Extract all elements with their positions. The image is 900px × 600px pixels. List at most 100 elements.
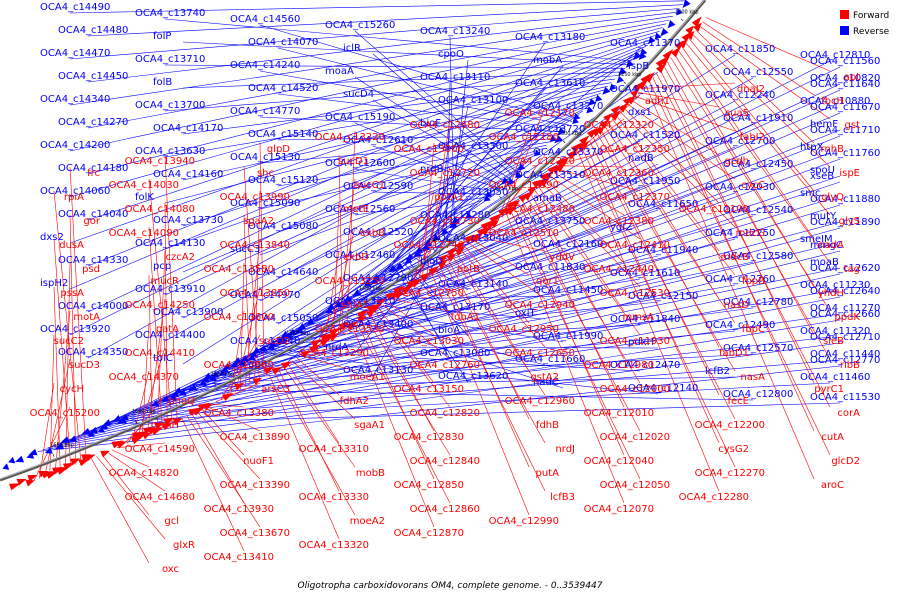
forward-leader-line <box>460 249 546 348</box>
reverse-feature-arrow <box>269 340 277 347</box>
reverse-feature-arrow <box>54 442 65 450</box>
reverse-feature-arrow <box>373 274 381 281</box>
reverse-gene-label: ispH2 <box>40 278 68 289</box>
reverse-gene-label: OCA4_c11660 <box>515 354 585 365</box>
forward-gene-label: sucD2 <box>259 336 290 347</box>
reverse-feature-arrow <box>87 430 95 437</box>
forward-leader-line <box>435 268 546 492</box>
forward-gene-label: corA <box>837 408 860 419</box>
forward-leader-line <box>585 144 720 444</box>
reverse-gene-label: OCA4_c15260 <box>325 20 395 31</box>
forward-leader-line <box>630 99 720 156</box>
forward-feature-arrow <box>16 478 27 486</box>
reverse-leader-line <box>72 204 841 439</box>
reverse-gene-label: OCA4_c15050 <box>248 313 318 324</box>
reverse-leader-line <box>380 88 546 276</box>
reverse-gene-label: OCA4_c14160 <box>153 169 223 180</box>
forward-feature-arrow <box>480 226 492 236</box>
reverse-gene-label: OCA4_c14350 <box>58 347 128 358</box>
forward-gene-label: apt <box>844 72 860 83</box>
forward-gene-label: OCA4_c13290 <box>299 348 369 359</box>
reverse-gene-label: OCA4_c14180 <box>58 163 128 174</box>
reverse-leader-line <box>277 161 528 325</box>
forward-leader-line <box>443 262 546 444</box>
forward-feature-arrow <box>131 437 142 445</box>
reverse-feature-arrow <box>198 379 207 386</box>
forward-gene-label: mmsA <box>622 312 654 323</box>
forward-feature-arrow <box>446 247 458 257</box>
forward-leader-line <box>634 95 736 132</box>
reverse-gene-label: sucC3 <box>230 244 260 255</box>
reverse-feature-arrow <box>676 8 683 16</box>
reverse-gene-label: OCA4_c14330 <box>58 255 128 266</box>
forward-gene-label: OCA4_c15200 <box>30 408 100 419</box>
forward-gene-label: pyrC1 <box>814 384 844 395</box>
reverse-gene-label: OCA4_c15090 <box>230 198 300 209</box>
reverse-feature-arrow <box>188 384 198 391</box>
reverse-leader-line <box>354 30 517 172</box>
reverse-feature-arrow <box>404 256 413 264</box>
forward-gene-label: OCA4_c12850 <box>394 480 464 491</box>
reverse-gene-label: OCA4_c13110 <box>420 72 490 83</box>
reverse-leader-line <box>168 106 831 397</box>
forward-leader-line <box>562 165 625 168</box>
reverse-leader-line <box>144 221 841 408</box>
forward-gene-label: nasA <box>740 372 765 383</box>
forward-feature-arrow <box>610 109 622 121</box>
forward-leader-line <box>677 49 831 264</box>
forward-leader-line <box>645 84 815 480</box>
forward-leader-line <box>615 114 720 252</box>
ruler-tick-mark <box>623 81 626 84</box>
reverse-feature-arrow <box>449 221 458 229</box>
forward-gene-label: ppdK <box>834 312 860 323</box>
reverse-gene-label: OCA4_c11940 <box>628 245 698 256</box>
forward-gene-label: shc <box>257 168 274 179</box>
forward-leader-line <box>243 214 251 385</box>
reverse-feature-arrow <box>633 51 642 61</box>
forward-gene-label: OCA4_c13990 <box>220 192 290 203</box>
reverse-gene-label: OCA4_c12620 <box>810 263 880 274</box>
forward-gene-label: OCA4_c14370 <box>109 372 179 383</box>
forward-leader-line <box>44 358 71 477</box>
forward-gene-label: OCA4_c12220 <box>505 156 575 167</box>
forward-gene-label: motA <box>73 312 100 323</box>
forward-leader-line <box>196 411 261 480</box>
reverse-feature-arrow <box>638 52 647 60</box>
forward-gene-label: OCA4_c12960 <box>505 396 575 407</box>
forward-feature-arrow <box>172 418 183 426</box>
reverse-gene-label: OCA4_c12490 <box>705 320 775 331</box>
forward-gene-label: OCA4_c12730 <box>410 216 480 227</box>
forward-gene-label: sgaA1 <box>354 420 385 431</box>
reverse-feature-arrow <box>295 326 304 334</box>
forward-leader-line <box>510 210 641 480</box>
reverse-leader-line <box>67 227 841 441</box>
reverse-leader-line <box>187 376 736 388</box>
forward-feature-arrow <box>346 321 359 331</box>
forward-leader-line <box>235 286 261 392</box>
forward-leader-line <box>558 169 641 192</box>
forward-leader-line <box>648 80 831 456</box>
reverse-feature-arrow <box>102 419 112 426</box>
forward-leader-line <box>396 286 435 297</box>
forward-leader-line <box>374 310 451 408</box>
reverse-feature-arrow <box>179 389 187 396</box>
forward-gene-label: dnaJ2 <box>737 84 765 95</box>
reverse-feature-arrow <box>334 300 343 308</box>
forward-leader-line <box>287 363 340 444</box>
forward-gene-label: OCA4_c13580 <box>204 264 274 275</box>
forward-gene-label: OCA4_c12860 <box>410 504 480 515</box>
legend-forward-label: Forward <box>853 11 889 21</box>
reverse-feature-arrow <box>203 372 212 379</box>
forward-gene-label: sucC2 <box>54 336 84 347</box>
reverse-gene-label: OCA4_c14240 <box>230 60 300 71</box>
reverse-gene-label: OCA4_c13750 <box>515 216 585 227</box>
reverse-leader-line <box>372 99 506 182</box>
forward-gene-label: OCA4_c14590 <box>125 444 195 455</box>
forward-gene-label: oxc <box>162 564 179 575</box>
reverse-gene-label: OCA4_c14640 <box>248 267 318 278</box>
reverse-gene-label: OCA4_c11320 <box>800 326 870 337</box>
forward-leader-line <box>526 196 641 384</box>
forward-gene-label: OCA4_c12380 <box>584 216 654 227</box>
reverse-leader-line <box>182 389 754 401</box>
reverse-leader-line <box>372 134 546 281</box>
